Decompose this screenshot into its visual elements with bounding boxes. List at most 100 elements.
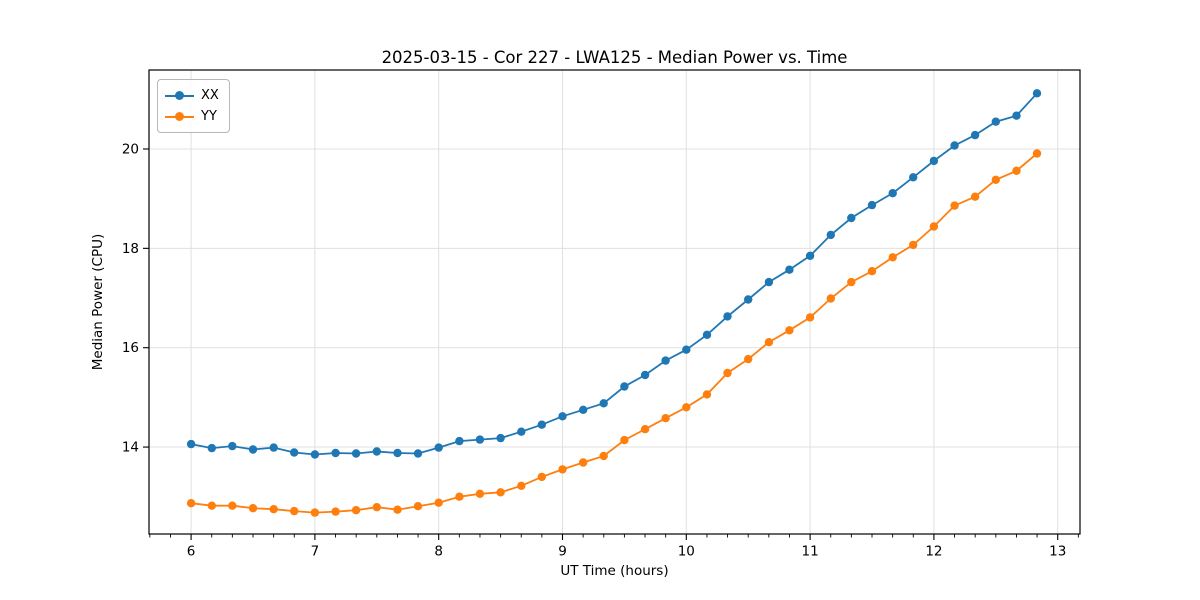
data-point <box>785 265 794 274</box>
data-point <box>867 267 877 276</box>
series-xx-line <box>190 92 1038 456</box>
x-tick-label: 8 <box>434 544 443 560</box>
x-tick-label: 6 <box>187 544 196 560</box>
data-point <box>496 433 505 443</box>
x-axis-label: UT Time (hours) <box>560 563 669 579</box>
legend-entry-xx: XX <box>165 85 219 106</box>
series-xx-marker-icon <box>165 91 194 100</box>
chart-title: 2025-03-15 - Cor 227 - LWA125 - Median P… <box>381 48 848 67</box>
data-point <box>558 465 567 474</box>
series-yy-line <box>190 152 1038 514</box>
data-point <box>1032 149 1042 158</box>
data-point <box>413 449 423 458</box>
data-point <box>661 414 670 423</box>
data-point <box>517 481 526 490</box>
data-point <box>1012 111 1021 120</box>
data-point <box>517 427 526 436</box>
data-point <box>1012 166 1021 175</box>
data-point <box>764 338 774 347</box>
legend-label-yy: YY <box>201 109 217 124</box>
y-tick-label: 16 <box>122 340 139 356</box>
data-point <box>351 506 361 515</box>
data-point <box>888 253 897 262</box>
data-point <box>537 472 546 482</box>
x-tick-label: 7 <box>311 544 320 560</box>
data-point <box>826 294 835 303</box>
x-axis-ticks: 6 7 8 9 10 11 12 13 <box>187 534 1066 560</box>
data-point <box>310 450 320 459</box>
data-point <box>579 405 588 414</box>
legend: XX YY <box>157 79 230 133</box>
data-point <box>434 498 443 507</box>
data-point <box>991 117 1000 126</box>
data-point <box>372 503 381 512</box>
data-point <box>455 492 464 501</box>
data-point <box>682 403 691 412</box>
data-point <box>434 443 443 452</box>
x-tick-label: 9 <box>558 544 567 560</box>
data-point <box>764 277 774 287</box>
x-minor-ticks <box>149 534 1079 538</box>
data-point <box>929 156 939 166</box>
series-xx-markers <box>186 89 1042 459</box>
series-yy-marker-icon <box>165 112 194 121</box>
y-tick-label: 14 <box>122 440 139 456</box>
x-tick-label: 10 <box>678 544 695 560</box>
data-point <box>310 508 320 517</box>
data-point <box>805 313 815 322</box>
data-point <box>909 240 918 250</box>
x-tick-label: 13 <box>1049 544 1066 560</box>
data-point <box>620 435 629 445</box>
data-point <box>888 189 897 198</box>
legend-label-xx: XX <box>201 88 219 103</box>
data-point <box>744 354 753 364</box>
data-point <box>496 488 505 497</box>
data-point <box>269 505 278 514</box>
data-point <box>393 505 402 514</box>
data-point <box>186 439 196 449</box>
data-point <box>290 448 299 457</box>
data-point <box>640 425 650 434</box>
data-point <box>228 501 237 510</box>
data-point <box>702 330 712 339</box>
data-point <box>620 382 629 391</box>
data-point <box>228 441 237 451</box>
data-point <box>351 449 361 458</box>
series-yy-markers <box>186 149 1042 517</box>
data-point <box>599 399 608 408</box>
data-point <box>702 390 712 399</box>
data-point <box>950 201 959 210</box>
gridlines <box>149 70 1080 534</box>
y-tick-label: 20 <box>122 141 139 157</box>
data-point <box>331 448 340 458</box>
data-point <box>723 368 732 378</box>
data-point <box>290 506 299 516</box>
data-point <box>207 501 216 510</box>
data-point <box>475 489 485 498</box>
data-point <box>475 435 485 444</box>
data-point <box>1032 89 1042 98</box>
data-point <box>909 173 918 182</box>
data-point <box>413 502 423 511</box>
data-point <box>269 443 278 452</box>
data-point <box>929 222 939 231</box>
data-point <box>970 192 980 201</box>
data-point <box>186 499 196 508</box>
data-point <box>744 295 753 304</box>
x-tick-label: 11 <box>802 544 819 560</box>
data-point <box>455 436 464 446</box>
data-point <box>640 370 650 380</box>
data-point <box>537 420 546 429</box>
data-point <box>331 507 340 516</box>
data-point <box>558 412 567 421</box>
data-point <box>682 345 691 354</box>
data-point <box>248 445 258 454</box>
data-point <box>785 326 794 335</box>
data-point <box>826 230 835 240</box>
data-point <box>950 141 959 150</box>
data-point <box>723 312 732 321</box>
data-point <box>248 504 258 513</box>
y-tick-label: 18 <box>122 241 139 257</box>
